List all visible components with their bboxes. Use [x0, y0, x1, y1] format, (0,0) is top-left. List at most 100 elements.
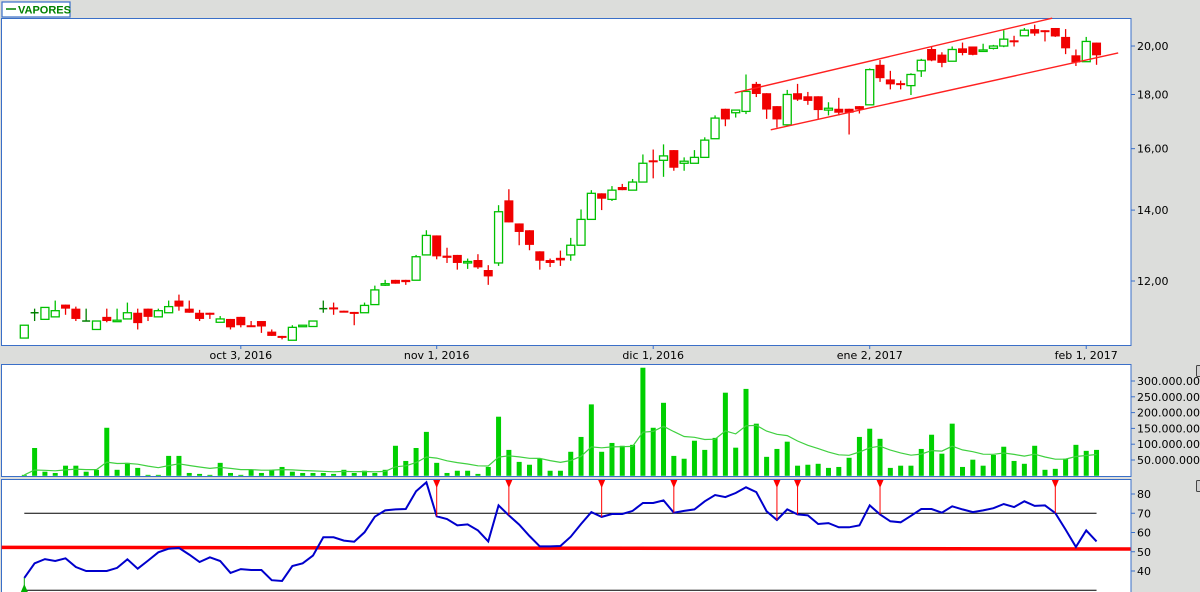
sell-signal-triangle-icon	[794, 480, 802, 488]
candle	[576, 209, 586, 246]
candle-body	[421, 234, 432, 256]
candle	[40, 306, 50, 321]
candle-body	[390, 279, 400, 284]
volume-bar	[1011, 460, 1017, 476]
candle	[277, 335, 287, 340]
volume-bar	[1094, 449, 1100, 476]
volume-bar	[877, 438, 883, 476]
candle-body	[226, 318, 235, 328]
volume-bar	[423, 431, 429, 476]
volume-bar	[351, 472, 357, 476]
candle-body	[329, 307, 339, 310]
volume-axis-label: 250.000.000	[1137, 391, 1200, 404]
date-axis-label: ene 2, 2017	[837, 349, 903, 362]
candle-body	[834, 108, 844, 113]
rsi-panel[interactable]	[1, 479, 1132, 592]
volume-bar	[496, 416, 502, 476]
candle-body	[298, 324, 308, 328]
candle	[627, 178, 638, 191]
candle	[174, 294, 184, 311]
volume-series	[21, 367, 1100, 476]
price-trendline	[734, 17, 1053, 94]
candle-body	[679, 160, 689, 164]
candle	[1081, 36, 1091, 63]
volume-axis-label: 100.000.000	[1137, 438, 1200, 451]
volume-bar	[599, 451, 605, 476]
candle	[731, 109, 741, 118]
volume-axis-label: 300.000.000	[1137, 375, 1200, 388]
candle	[329, 302, 339, 315]
candle	[535, 251, 545, 270]
candle-body	[267, 331, 277, 336]
price-trendline	[770, 52, 1119, 131]
volume-bar	[248, 469, 254, 476]
volume-bar	[135, 467, 141, 476]
candle-body	[380, 283, 390, 286]
candle-body	[566, 244, 576, 256]
candle	[710, 115, 720, 140]
volume-bar	[980, 465, 986, 476]
candle	[163, 300, 174, 314]
sell-signal	[598, 480, 606, 517]
candle-body	[597, 193, 607, 199]
candle	[648, 149, 658, 179]
sell-signal-triangle-icon	[773, 480, 781, 488]
candle	[927, 46, 937, 62]
volume-bar	[898, 465, 904, 476]
candle	[514, 223, 524, 246]
volume-bar	[526, 464, 532, 476]
sell-signal	[433, 480, 441, 517]
candle	[813, 96, 823, 119]
volume-bar	[63, 465, 69, 476]
volume-bar	[702, 449, 708, 476]
candle-body	[762, 93, 772, 110]
volume-bar	[382, 469, 388, 476]
candle	[669, 150, 679, 171]
price-panel[interactable]	[1, 18, 1132, 346]
candle-body	[669, 150, 679, 168]
candle	[349, 311, 359, 326]
candle-body	[1061, 36, 1071, 49]
candle-body	[143, 308, 153, 317]
candle-body	[205, 312, 215, 315]
candle	[607, 186, 617, 201]
candle	[473, 254, 483, 269]
candle-body	[617, 187, 627, 191]
volume-bar	[537, 458, 543, 476]
candle-body	[916, 59, 926, 72]
volume-bar	[392, 445, 398, 476]
candle-body	[163, 305, 174, 314]
rsi-panel-menu-button[interactable]	[1196, 480, 1200, 492]
sell-signal	[876, 480, 884, 515]
date-axis-label: nov 1, 2016	[404, 349, 470, 362]
volume-bar	[114, 469, 120, 476]
candle-body	[370, 289, 380, 306]
sell-signal	[505, 480, 513, 516]
volume-bar	[588, 404, 594, 476]
volume-bar	[155, 474, 161, 476]
candle	[988, 44, 999, 50]
rsi-trendline	[1, 545, 1131, 551]
candle-body	[885, 79, 895, 85]
legend[interactable]: VAPORES	[1, 1, 71, 18]
candle	[102, 308, 112, 323]
volume-bar	[506, 449, 512, 476]
candle	[205, 312, 215, 319]
volume-bar	[217, 462, 223, 476]
candle-body	[473, 260, 483, 268]
volume-bar	[557, 470, 563, 476]
candle	[143, 308, 153, 322]
candle-body	[1009, 40, 1019, 43]
volume-bar	[228, 472, 233, 476]
volume-bar	[1021, 463, 1027, 476]
candle	[319, 300, 328, 313]
volume-bar	[764, 456, 770, 476]
volume-bar	[1052, 468, 1058, 476]
volume-panel-menu-button[interactable]	[1196, 365, 1200, 377]
candle	[71, 306, 81, 322]
candle	[452, 254, 462, 270]
volume-bar	[1063, 458, 1069, 476]
volume-bar	[444, 472, 450, 476]
candle-body	[896, 83, 906, 86]
volume-bar	[362, 470, 368, 476]
